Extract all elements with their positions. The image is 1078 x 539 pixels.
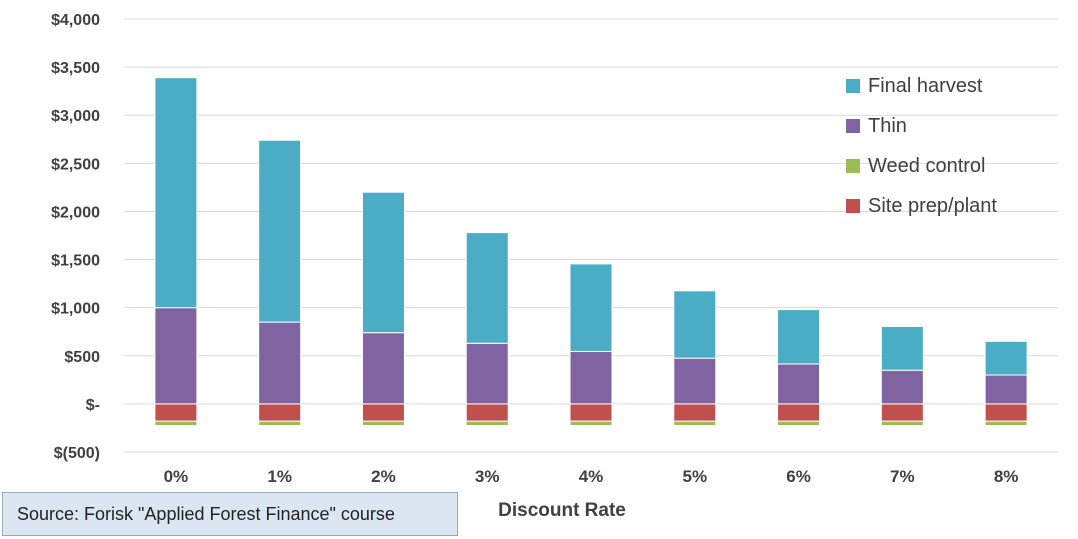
bar-segment-thin — [673, 357, 717, 405]
bar-segment-weed-control — [880, 420, 924, 427]
x-tick-label: 4% — [579, 467, 604, 486]
y-tick-label: $3,500 — [51, 60, 100, 77]
bar-segment-thin — [984, 374, 1028, 405]
bar-segment-weed-control — [777, 420, 821, 427]
x-axis-ticks: 0% 1% 2% 3% 4% 5% 6% 7% 8% — [164, 467, 1019, 486]
y-tick-label: $1,000 — [51, 301, 100, 318]
y-tick-label: $3,000 — [51, 108, 100, 125]
bar-segment-thin — [777, 363, 821, 405]
bar-segment-final-harvest — [880, 325, 924, 371]
bar-segment-weed-control — [258, 420, 302, 427]
bar-segment-site-prep-plant — [569, 403, 613, 422]
bar-segment-weed-control — [361, 420, 405, 427]
bar-segment-site-prep-plant — [673, 403, 717, 422]
bar-segment-final-harvest — [777, 309, 821, 365]
bar-segment-thin — [569, 350, 613, 405]
bar-segment-final-harvest — [361, 191, 405, 334]
bar-segment-thin — [465, 342, 509, 405]
bar-segment-site-prep-plant — [361, 403, 405, 422]
bar-segment-final-harvest — [569, 263, 613, 352]
y-tick-label: $2,000 — [51, 204, 100, 221]
bar-segment-final-harvest — [465, 232, 509, 344]
x-tick-label: 1% — [267, 467, 292, 486]
source-note-text: Source: Forisk "Applied Forest Finance" … — [17, 503, 395, 524]
x-tick-label: 6% — [786, 467, 811, 486]
y-tick-label: $- — [86, 397, 100, 414]
legend-swatch — [846, 159, 860, 173]
y-tick-label: $2,500 — [51, 156, 100, 173]
legend-label: Weed control — [868, 155, 985, 177]
x-axis-title: Discount Rate — [498, 500, 626, 521]
bar-segment-site-prep-plant — [258, 403, 302, 422]
bar-segment-site-prep-plant — [880, 403, 924, 422]
bar-segment-final-harvest — [673, 290, 717, 359]
bar-segment-site-prep-plant — [984, 403, 1028, 422]
y-tick-label: $(500) — [54, 445, 100, 462]
bar-segment-site-prep-plant — [777, 403, 821, 422]
legend-label: Site prep/plant — [868, 195, 997, 217]
legend: Final harvest Thin Weed control Site prep/p… — [846, 75, 997, 217]
bar-segment-final-harvest — [154, 77, 198, 309]
bar-segment-site-prep-plant — [465, 403, 509, 422]
bar-segment-weed-control — [673, 420, 717, 427]
legend-label: Final harvest — [868, 75, 983, 97]
bar-segment-weed-control — [465, 420, 509, 427]
y-tick-label: $4,000 — [51, 12, 100, 29]
bar-segment-weed-control — [984, 420, 1028, 427]
y-tick-label: $500 — [64, 349, 100, 366]
bars — [154, 77, 1028, 427]
bar-segment-thin — [154, 307, 198, 405]
legend-swatch — [846, 199, 860, 213]
x-tick-label: 3% — [475, 467, 500, 486]
x-tick-label: 8% — [994, 467, 1019, 486]
bar-segment-thin — [258, 321, 302, 405]
bar-segment-site-prep-plant — [154, 403, 198, 422]
legend-swatch — [846, 79, 860, 93]
x-tick-label: 5% — [682, 467, 707, 486]
x-tick-label: 0% — [164, 467, 189, 486]
legend-swatch — [846, 119, 860, 133]
x-tick-label: 7% — [890, 467, 915, 486]
legend-label: Thin — [868, 115, 907, 137]
bar-segment-thin — [361, 332, 405, 405]
bar-segment-final-harvest — [258, 139, 302, 323]
bar-segment-weed-control — [154, 420, 198, 427]
y-tick-label: $1,500 — [51, 253, 100, 270]
source-note: Source: Forisk "Applied Forest Finance" … — [2, 492, 458, 536]
bar-segment-final-harvest — [984, 340, 1028, 376]
y-axis-ticks: $(500) $- $500 $1,000 $1,500 $2,000 $2,500 $3,0… — [51, 12, 100, 462]
x-tick-label: 2% — [371, 467, 396, 486]
bar-segment-thin — [880, 369, 924, 405]
bar-segment-weed-control — [569, 420, 613, 427]
